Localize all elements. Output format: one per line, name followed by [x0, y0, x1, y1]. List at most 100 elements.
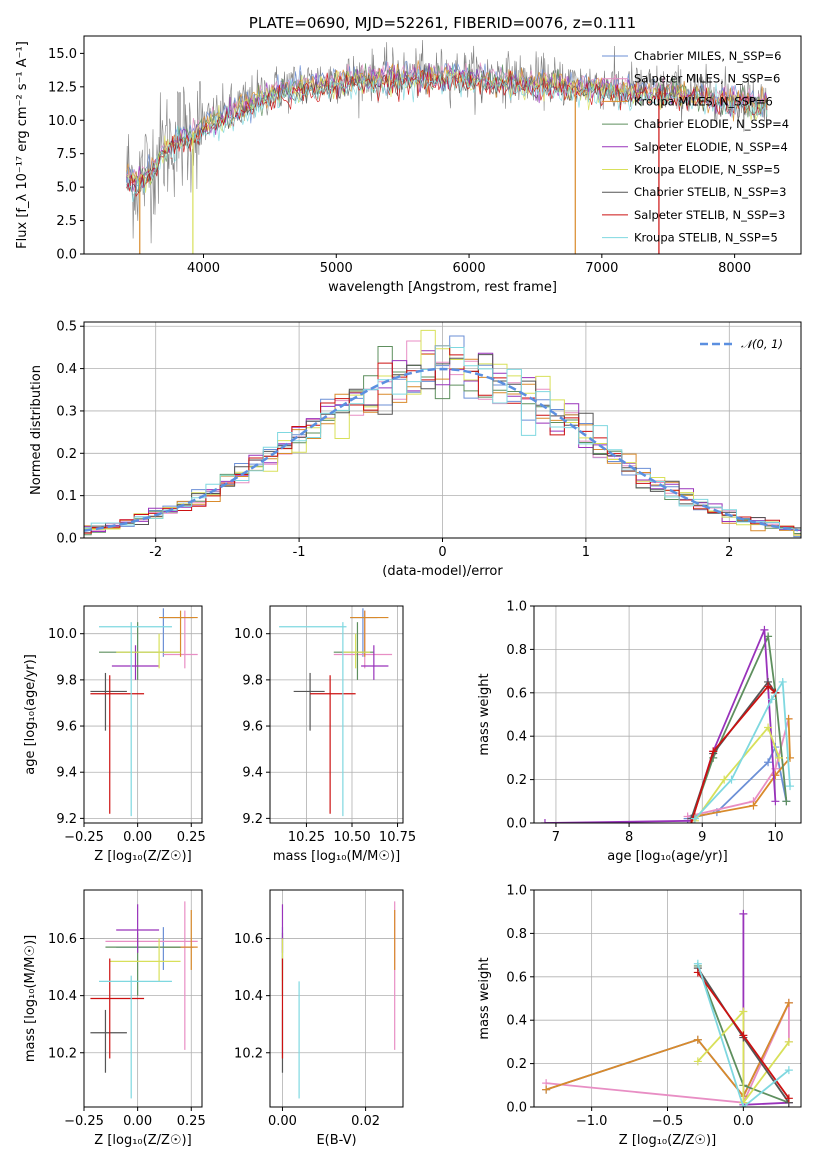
- errorbar-point: [116, 927, 194, 970]
- y-tick-label: 1.0: [506, 884, 527, 899]
- y-tick-label: 10.6: [48, 932, 77, 947]
- x-axis-label: Z [log₁₀(Z/Z☉)]: [94, 849, 191, 864]
- errorbar-point: [90, 958, 145, 1059]
- x-tick-label: -1: [293, 545, 306, 560]
- weight-marker: [690, 814, 699, 823]
- histogram-steps: [84, 329, 801, 536]
- age-vs-Z-axes: −0.25 0.00 0.25 9.2 9.4 9.6 9.8 10.0 Z [log₁₀(Z/…: [23, 606, 206, 864]
- residuals-legend: 𝒩(0, 1): [700, 337, 783, 351]
- legend-label: Salpeter STELIB, N_SSP=3: [634, 208, 785, 222]
- y-tick-label: 10.2: [48, 1046, 77, 1061]
- y-tick-label: 9.2: [56, 812, 77, 827]
- weight-marker: [693, 959, 702, 968]
- y-tick-label: 10.0: [48, 114, 77, 129]
- weight-vs-age-frame: [533, 605, 802, 824]
- weight-marker: [782, 797, 791, 806]
- weight-marker: [764, 682, 773, 691]
- histogram-steps: [84, 346, 801, 536]
- x-tick-label: −0.5: [652, 1114, 684, 1129]
- y-tick-label: 0.8: [506, 927, 527, 942]
- y-tick-label: 0.8: [506, 643, 527, 658]
- y-tick-label: 10.4: [48, 989, 77, 1004]
- weight-line: [544, 629, 777, 823]
- weight-marker: [771, 771, 780, 780]
- y-tick-label: 9.4: [242, 766, 263, 781]
- weight-vs-Z-frame: [533, 889, 802, 1108]
- y-tick-label: 2.5: [56, 214, 77, 229]
- weight-line: [546, 1002, 790, 1104]
- mass-vs-EBV-axes: 0.00 0.02 10.2 10.4 10.6 E(B-V): [234, 890, 403, 1148]
- weight-marker: [727, 775, 736, 784]
- weight-marker: [693, 1035, 702, 1044]
- y-tick-label: 10.0: [234, 627, 263, 642]
- y-tick-label: 9.8: [242, 673, 263, 688]
- x-tick-label: 0: [438, 545, 446, 560]
- y-axis-label: mass [log₁₀(M/M☉)]: [23, 935, 38, 1062]
- x-tick-label: -2: [149, 545, 162, 560]
- weight-marker: [771, 797, 780, 806]
- weight-marker: [540, 819, 549, 823]
- errorbar-point: [162, 608, 194, 657]
- weight-line: [545, 1002, 790, 1098]
- x-axis-label: mass [log₁₀(M/M☉)]: [273, 849, 400, 864]
- x-tick-label: 9: [698, 830, 706, 845]
- errorbar-point: [116, 633, 181, 669]
- y-tick-label: 0.4: [56, 362, 77, 377]
- x-tick-label: 5000: [320, 261, 353, 276]
- x-tick-label: 6000: [453, 261, 486, 276]
- weight-marker: [542, 1085, 551, 1094]
- weight-line: [694, 725, 780, 822]
- y-tick-label: 9.2: [242, 812, 263, 827]
- histogram-group: [84, 329, 801, 538]
- x-tick-label: 0.02: [351, 1114, 380, 1129]
- weight-vs-age-lines: [540, 625, 795, 823]
- weight-marker: [720, 775, 729, 784]
- x-tick-label: 0.00: [123, 1114, 152, 1129]
- y-tick-label: 7.5: [56, 147, 77, 162]
- weight-vs-Z-lines: [542, 909, 793, 1107]
- y-tick-label: 15.0: [48, 47, 77, 62]
- x-axis-label: age [log₁₀(age/yr)]: [607, 849, 728, 864]
- weight-marker: [709, 747, 718, 756]
- y-axis-label: mass weight: [477, 673, 492, 755]
- y-tick-label: 0.4: [506, 1014, 527, 1029]
- mass-vs-Z-points: [90, 901, 198, 1099]
- y-tick-label: 5.0: [56, 181, 77, 196]
- y-tick-label: 0.2: [56, 447, 77, 462]
- legend-label: Kroupa STELIB, N_SSP=5: [634, 231, 778, 245]
- y-tick-label: 10.2: [234, 1046, 263, 1061]
- legend-label: Chabrier MILES, N_SSP=6: [634, 49, 781, 63]
- weight-line: [690, 633, 788, 822]
- weight-marker: [784, 1037, 793, 1046]
- y-tick-label: 0.3: [56, 404, 77, 419]
- weight-marker: [784, 998, 793, 1007]
- legend-label: Chabrier ELODIE, N_SSP=4: [634, 117, 789, 131]
- errorbar-point: [293, 672, 325, 731]
- model-spectrum-line: [126, 64, 768, 203]
- age-vs-Z-points: [90, 608, 198, 817]
- y-tick-label: 10.6: [234, 932, 263, 947]
- x-tick-label: 7: [552, 830, 560, 845]
- y-axis-label: mass weight: [477, 957, 492, 1039]
- x-tick-label: 10.75: [379, 830, 416, 845]
- weight-marker: [784, 1066, 793, 1075]
- x-axis-label: Z [log₁₀(Z/Z☉)]: [619, 1133, 716, 1148]
- weight-marker: [760, 625, 769, 634]
- weight-marker: [778, 677, 787, 686]
- y-tick-label: 10.4: [234, 989, 263, 1004]
- errorbar-point: [99, 622, 181, 680]
- x-tick-label: 0.00: [123, 830, 152, 845]
- weight-marker: [786, 782, 795, 791]
- x-tick-label: −0.25: [64, 1114, 104, 1129]
- x-tick-label: 10.50: [333, 830, 370, 845]
- x-axis-label: E(B-V): [316, 1133, 356, 1148]
- weight-marker: [693, 1057, 702, 1066]
- errorbar-point: [159, 610, 198, 657]
- errorbar-point: [99, 622, 172, 817]
- x-tick-label: 7000: [585, 261, 618, 276]
- errorbar-point: [105, 901, 198, 1050]
- weight-line: [690, 685, 776, 823]
- errorbar-point: [279, 622, 347, 817]
- x-tick-label: 10: [767, 830, 784, 845]
- y-axis-label: Normed distribution: [29, 365, 44, 495]
